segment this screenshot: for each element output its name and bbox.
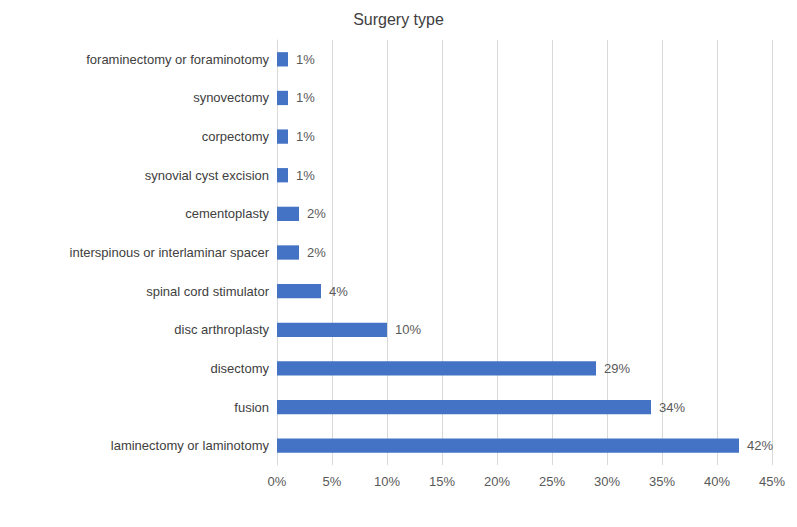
- svg-text:45%: 45%: [759, 474, 785, 489]
- svg-text:0%: 0%: [268, 474, 287, 489]
- svg-text:1%: 1%: [296, 52, 315, 67]
- svg-text:40%: 40%: [704, 474, 730, 489]
- svg-text:1%: 1%: [296, 168, 315, 183]
- svg-text:fusion: fusion: [234, 400, 269, 415]
- svg-text:foraminectomy or foraminotomy: foraminectomy or foraminotomy: [86, 52, 269, 67]
- svg-text:spinal cord stimulator: spinal cord stimulator: [146, 284, 269, 299]
- svg-text:1%: 1%: [296, 90, 315, 105]
- svg-text:interspinous or interlaminar s: interspinous or interlaminar spacer: [70, 245, 270, 260]
- svg-text:20%: 20%: [484, 474, 510, 489]
- svg-text:1%: 1%: [296, 129, 315, 144]
- svg-text:synovial cyst excision: synovial cyst excision: [145, 168, 269, 183]
- svg-text:10%: 10%: [395, 322, 421, 337]
- svg-text:34%: 34%: [659, 400, 685, 415]
- svg-text:2%: 2%: [307, 245, 326, 260]
- svg-text:corpectomy: corpectomy: [202, 129, 270, 144]
- svg-text:25%: 25%: [539, 474, 565, 489]
- svg-text:10%: 10%: [374, 474, 400, 489]
- svg-text:30%: 30%: [594, 474, 620, 489]
- svg-text:29%: 29%: [604, 361, 630, 376]
- svg-text:15%: 15%: [429, 474, 455, 489]
- svg-text:35%: 35%: [649, 474, 675, 489]
- svg-text:laminectomy or laminotomy: laminectomy or laminotomy: [111, 438, 270, 453]
- svg-text:cementoplasty: cementoplasty: [185, 206, 269, 221]
- svg-text:2%: 2%: [307, 206, 326, 221]
- svg-text:Surgery type: Surgery type: [353, 11, 444, 28]
- svg-text:4%: 4%: [329, 284, 348, 299]
- svg-text:synovectomy: synovectomy: [193, 90, 269, 105]
- svg-text:5%: 5%: [323, 474, 342, 489]
- svg-text:42%: 42%: [747, 438, 773, 453]
- svg-text:disectomy: disectomy: [210, 361, 269, 376]
- svg-text:disc arthroplasty: disc arthroplasty: [174, 322, 269, 337]
